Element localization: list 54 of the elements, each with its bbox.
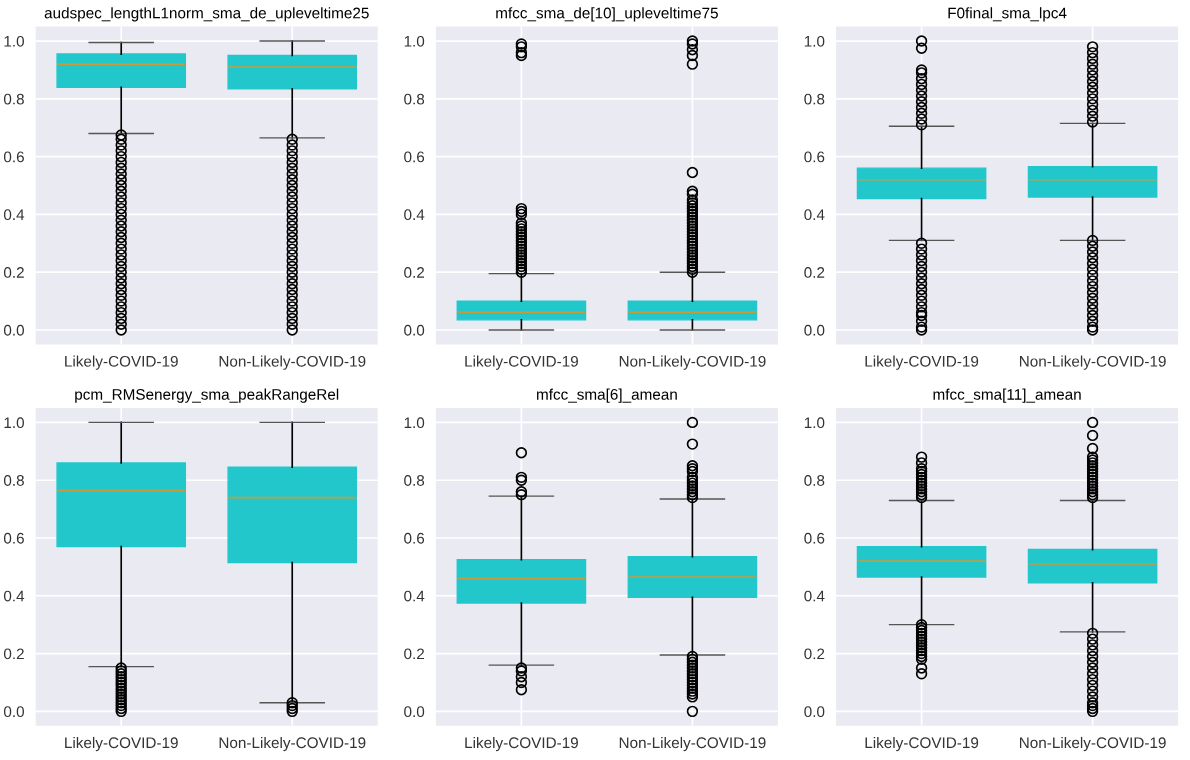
y-tick-label: 0.8 <box>404 475 425 486</box>
x-tick-label: Likely-COVID-19 <box>865 736 979 752</box>
y-tick-label: 0.4 <box>3 209 25 221</box>
y-tick-label: 0.2 <box>804 648 825 660</box>
x-tick-label: Non-Likely-COVID-19 <box>219 736 366 752</box>
y-tick-label: 1.0 <box>804 35 825 47</box>
chart-title: pcm_RMSenergy_sma_peakRangeRel <box>75 388 339 403</box>
y-tick-label: 0.6 <box>3 532 24 544</box>
x-tick-label: Non-Likely-COVID-19 <box>219 355 366 370</box>
x-tick-label: Non-Likely-COVID-19 <box>1019 355 1166 370</box>
y-tick-label: 1.0 <box>404 417 425 429</box>
x-tick-label: Likely-COVID-19 <box>65 736 178 752</box>
chart-title: mfcc_sma[6]_amean <box>537 388 677 403</box>
y-tick-label: 0.0 <box>3 706 24 718</box>
y-tick-label: 0.2 <box>3 648 24 660</box>
y-tick-label: 0.2 <box>3 267 24 278</box>
y-tick-label: 0.2 <box>404 267 425 278</box>
y-tick-label: 0.4 <box>404 590 425 602</box>
x-tick-label: Non-Likely-COVID-19 <box>1019 736 1166 752</box>
x-tick-label: Non-Likely-COVID-19 <box>619 355 766 370</box>
y-tick-label: 0.6 <box>404 532 425 544</box>
y-tick-label: 1.0 <box>4 35 24 47</box>
y-tick-label: 0.6 <box>804 151 825 163</box>
chart-title: F0final_sma_lpc4 <box>948 7 1067 22</box>
y-tick-label: 0.8 <box>3 475 24 486</box>
y-tick-label: 0.8 <box>3 93 24 105</box>
y-tick-label: 0.4 <box>3 590 25 602</box>
x-tick-label: Likely-COVID-19 <box>465 355 578 370</box>
y-tick-label: 0.0 <box>3 324 24 336</box>
y-tick-label: 0.4 <box>804 209 825 221</box>
chart-title: audspec_lengthL1norm_sma_de_upleveltime25 <box>44 7 369 22</box>
chart-title: mfcc_sma[11]_amean <box>933 388 1081 403</box>
y-tick-label: 0.2 <box>404 648 425 660</box>
y-tick-label: 0.0 <box>404 324 425 336</box>
y-tick-label: 0.8 <box>404 93 425 105</box>
y-tick-label: 0.6 <box>804 532 825 544</box>
y-tick-label: 0.2 <box>804 267 825 278</box>
x-tick-label: Likely-COVID-19 <box>865 355 979 370</box>
y-tick-label: 1.0 <box>804 417 825 429</box>
x-tick-label: Likely-COVID-19 <box>65 355 178 370</box>
y-tick-label: 0.8 <box>804 475 825 486</box>
y-tick-label: 0.6 <box>3 151 24 163</box>
y-tick-label: 0.4 <box>804 590 825 602</box>
y-tick-label: 0.6 <box>404 151 425 163</box>
y-tick-label: 0.0 <box>804 706 825 718</box>
y-tick-label: 1.0 <box>404 35 425 47</box>
y-tick-label: 0.8 <box>804 93 825 105</box>
y-tick-label: 0.4 <box>404 209 425 221</box>
y-tick-label: 1.0 <box>4 417 24 429</box>
chart-title: mfcc_sma_de[10]_upleveltime75 <box>496 7 718 22</box>
y-tick-label: 0.0 <box>804 324 825 336</box>
y-tick-label: 0.0 <box>404 706 425 718</box>
x-tick-label: Non-Likely-COVID-19 <box>619 736 766 752</box>
x-tick-label: Likely-COVID-19 <box>465 736 578 752</box>
